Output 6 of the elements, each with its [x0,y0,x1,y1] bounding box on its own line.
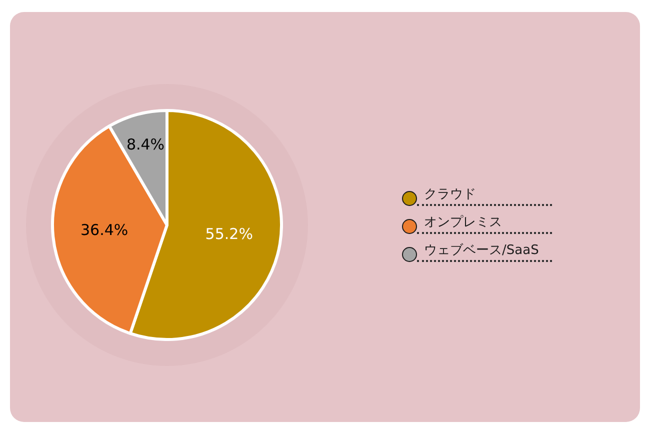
data-label: 55.2% [205,225,253,244]
data-label: 8.4% [126,135,165,154]
legend-label: オンプレミス [417,215,552,234]
legend-label: クラウド [417,187,552,206]
data-label: 36.4% [80,221,128,240]
legend-label: ウェブベース/SaaS [417,243,552,262]
